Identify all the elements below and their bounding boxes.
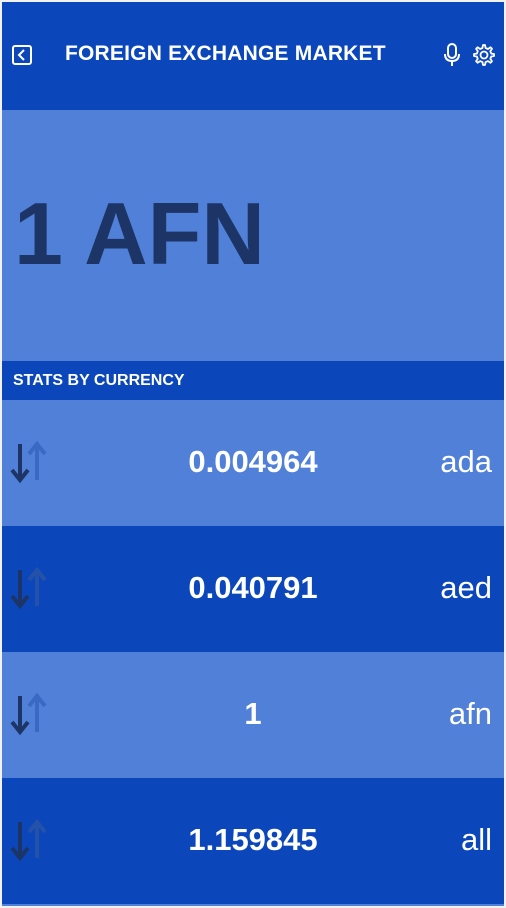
- currency-code: aed: [440, 570, 492, 605]
- section-header: STATS BY CURRENCY: [0, 361, 506, 400]
- currency-code: ada: [440, 444, 492, 479]
- hero-panel: 1 AFN: [0, 110, 506, 361]
- rate-row[interactable]: 1 afn: [0, 652, 506, 778]
- section-title: STATS BY CURRENCY: [13, 372, 185, 389]
- microphone-icon[interactable]: [443, 43, 461, 67]
- swap-arrows-icon[interactable]: [10, 818, 50, 862]
- currency-code: all: [460, 822, 492, 857]
- rate-value: 1: [244, 696, 262, 731]
- swap-arrows-icon[interactable]: [10, 692, 50, 736]
- rate-row[interactable]: 1.159845 all: [0, 778, 506, 904]
- gear-icon[interactable]: [471, 43, 495, 67]
- rate-value: 0.004964: [188, 444, 318, 479]
- currency-code: afn: [448, 696, 492, 731]
- base-amount: 1 AFN: [14, 184, 265, 283]
- rate-row[interactable]: 0.004964 ada: [0, 400, 506, 526]
- app-header: FOREIGN EXCHANGE MARKET: [0, 0, 506, 110]
- swap-arrows-icon[interactable]: [10, 440, 50, 484]
- back-icon: [17, 49, 25, 61]
- rate-value: 0.040791: [188, 570, 318, 605]
- rate-row[interactable]: 0.040791 aed: [0, 526, 506, 652]
- swap-arrows-icon[interactable]: [10, 566, 50, 610]
- rate-value: 1.159845: [188, 822, 318, 857]
- page-title: FOREIGN EXCHANGE MARKET: [65, 42, 386, 65]
- back-button[interactable]: [12, 45, 32, 65]
